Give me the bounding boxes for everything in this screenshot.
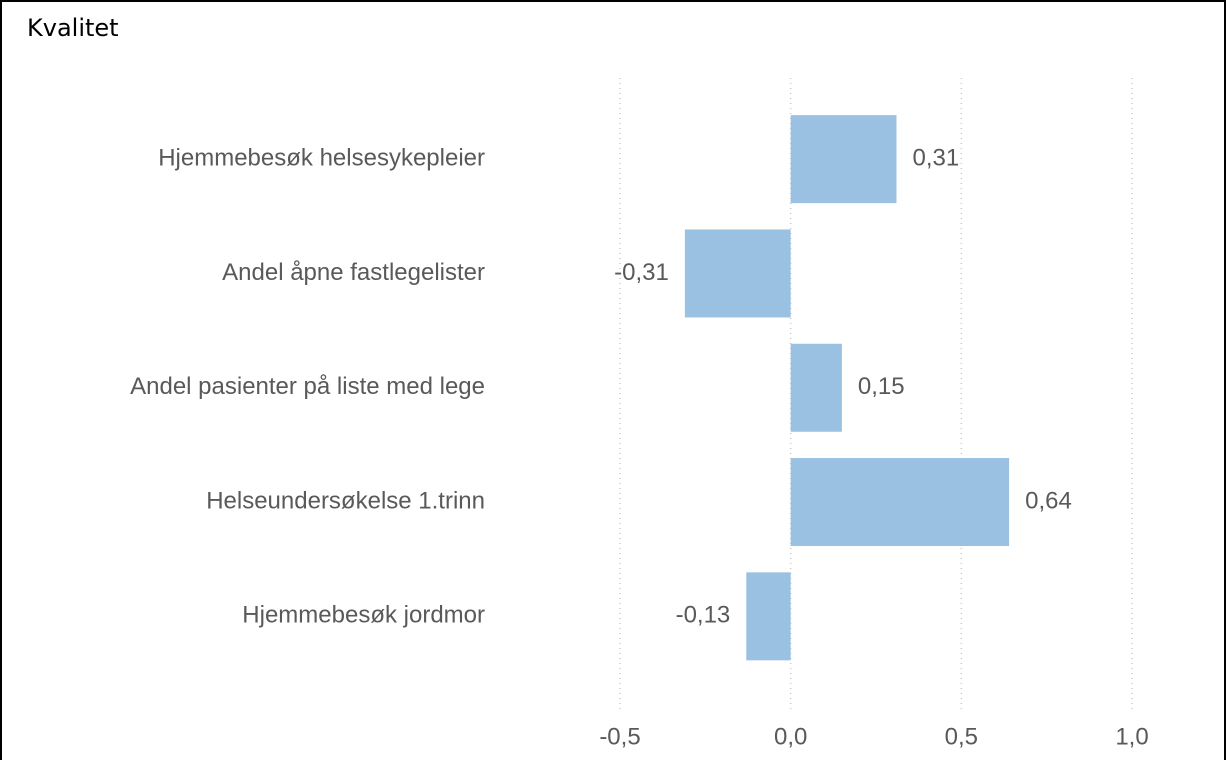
value-label: 0,64 — [1025, 487, 1072, 514]
value-label: -0,13 — [676, 602, 731, 629]
y-tick-label: Andel åpne fastlegelister — [222, 259, 485, 286]
x-tick-label: -0,5 — [599, 723, 640, 750]
x-tick-label: 0,5 — [945, 723, 978, 750]
value-label: 0,15 — [858, 373, 905, 400]
y-tick-label: Andel pasienter på liste med lege — [130, 373, 485, 400]
y-tick-label: Hjemmebesøk helsesykepleier — [158, 144, 485, 171]
bar — [790, 115, 897, 204]
y-tick-label: Helseundersøkelse 1.trinn — [206, 487, 485, 514]
bar — [790, 343, 842, 432]
value-label: -0,31 — [614, 259, 669, 286]
bar — [684, 229, 791, 318]
x-tick-label: 0,0 — [774, 723, 807, 750]
x-tick-label: 1,0 — [1115, 723, 1148, 750]
bar — [790, 458, 1010, 547]
y-tick-label: Hjemmebesøk jordmor — [242, 602, 485, 629]
chart-title: Kvalitet — [27, 14, 119, 42]
bar — [746, 572, 791, 661]
value-label: 0,31 — [912, 144, 959, 171]
